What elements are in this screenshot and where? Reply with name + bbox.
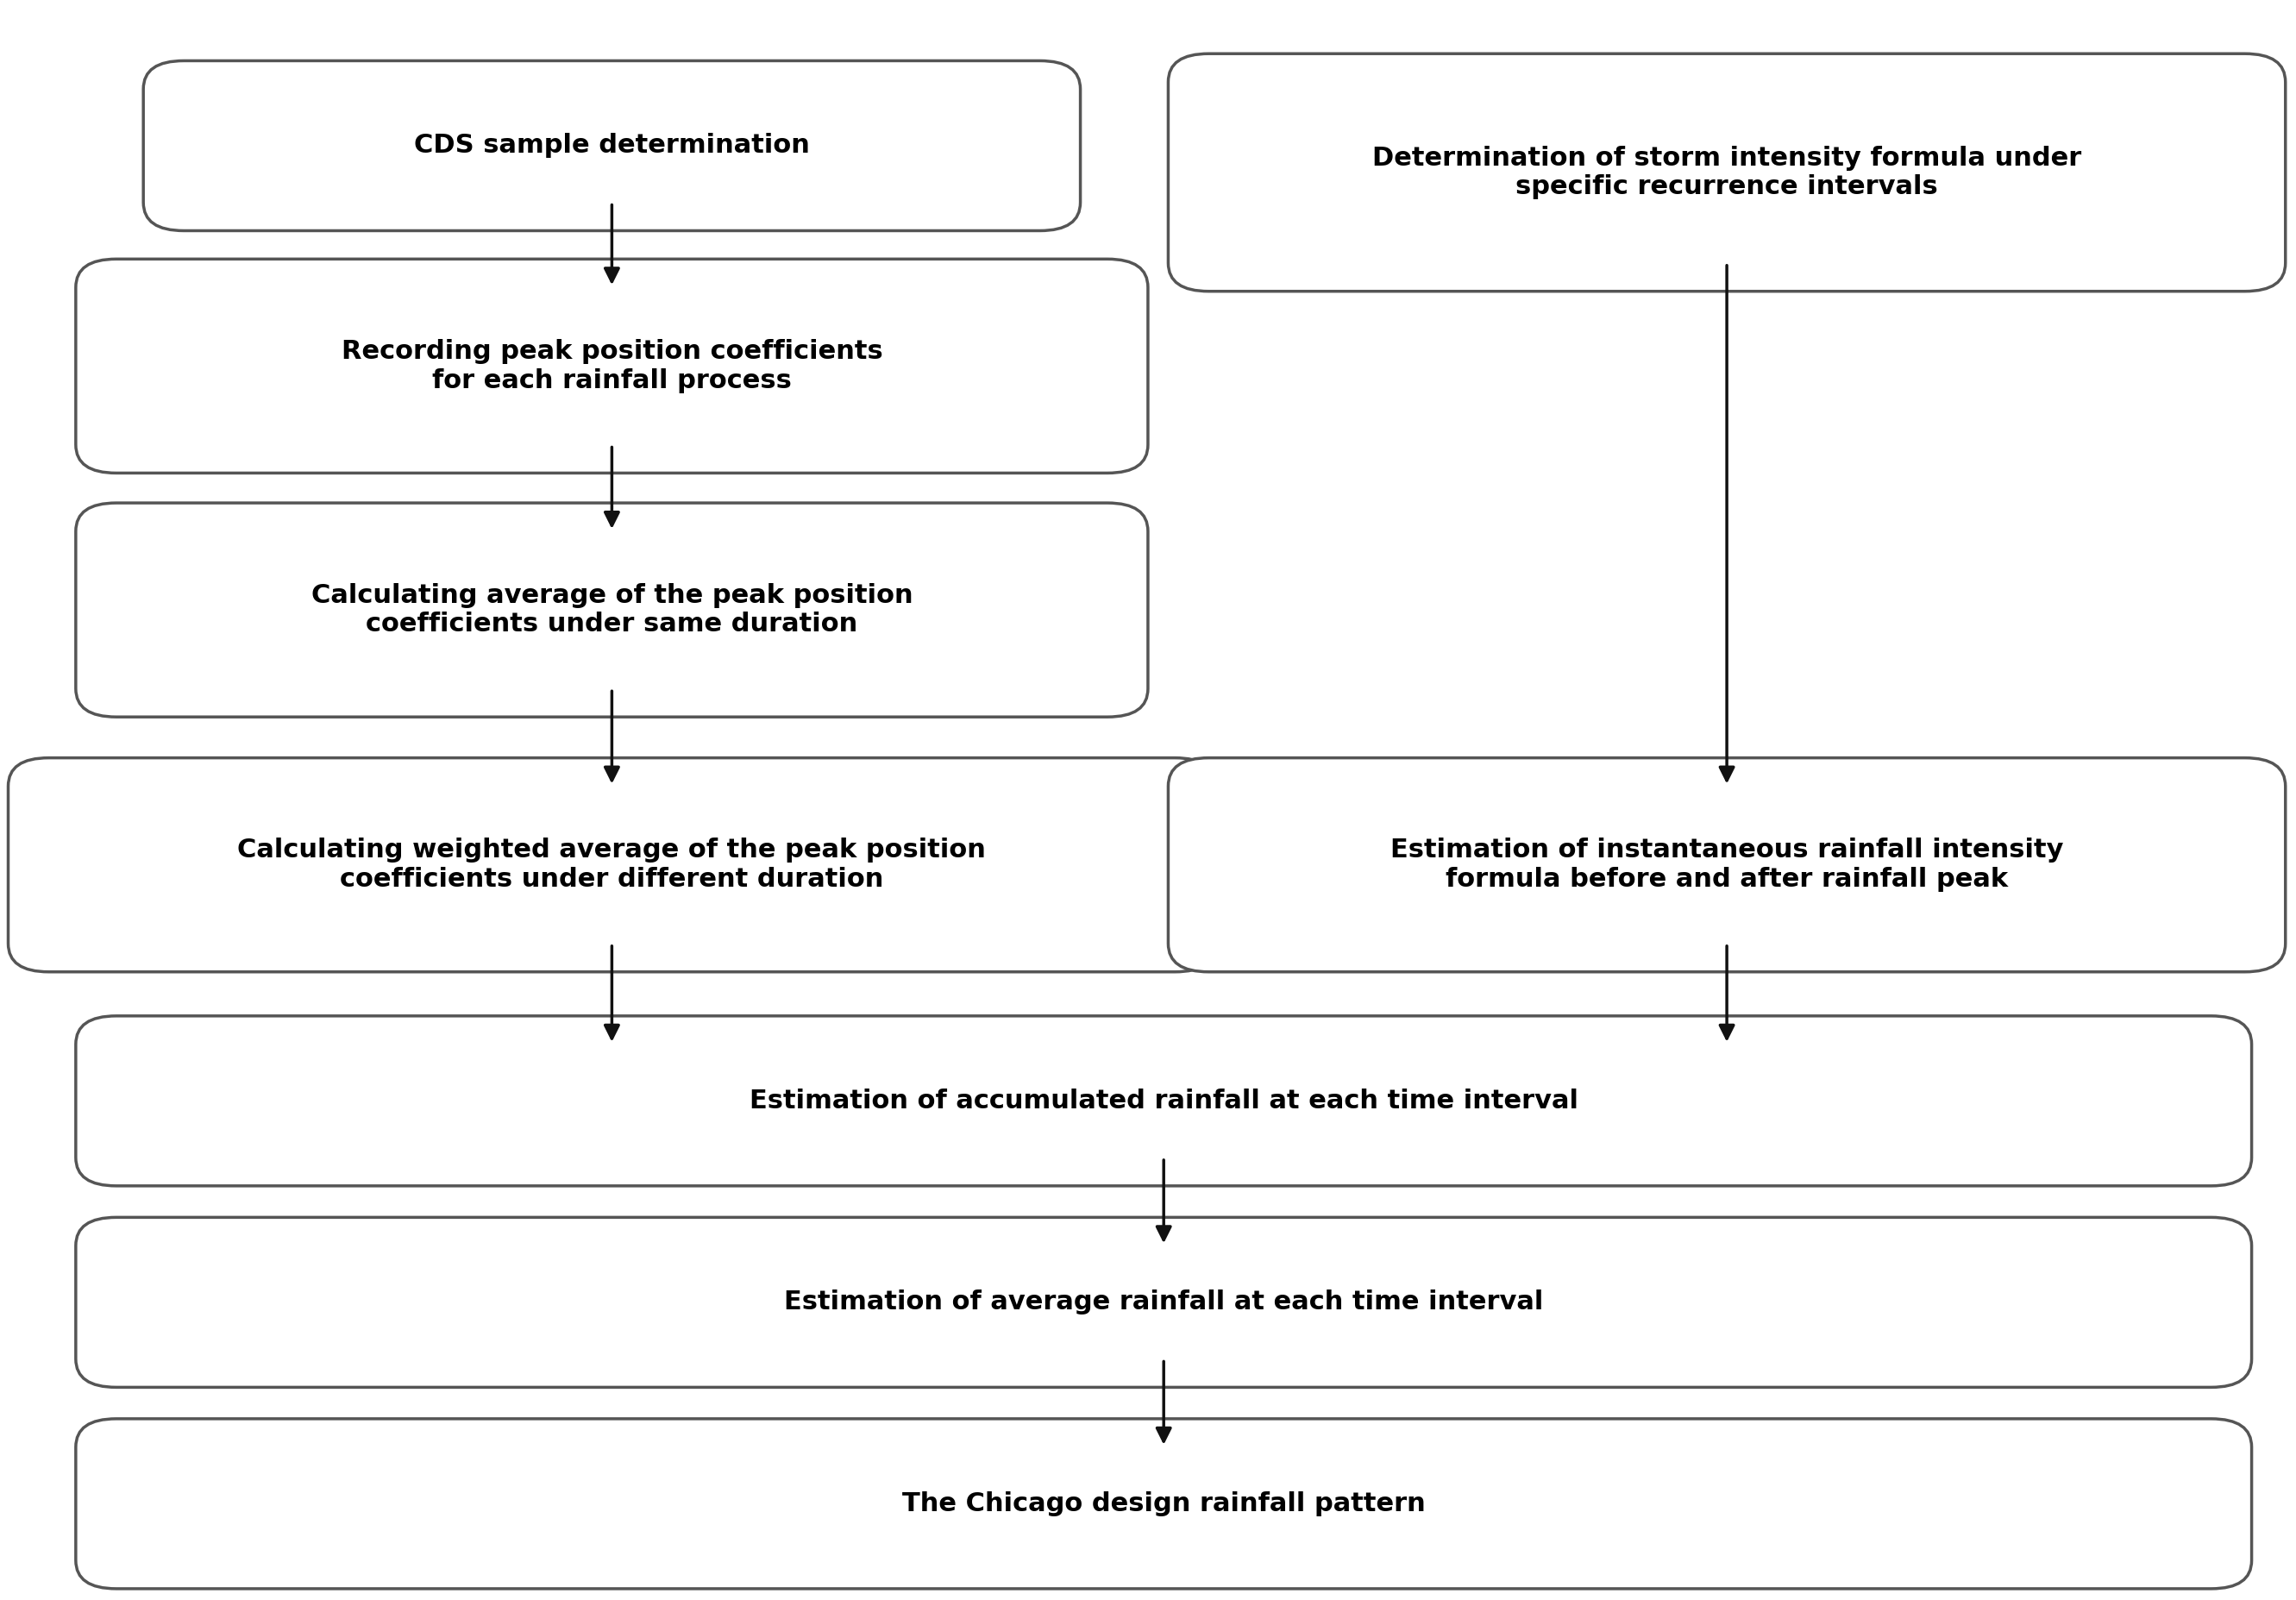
Text: Calculating weighted average of the peak position
coefficients under different d: Calculating weighted average of the peak…	[236, 838, 985, 891]
Text: Recording peak position coefficients
for each rainfall process: Recording peak position coefficients for…	[342, 339, 882, 394]
FancyBboxPatch shape	[76, 1218, 2252, 1387]
Text: Estimation of accumulated rainfall at each time interval: Estimation of accumulated rainfall at ea…	[748, 1088, 1577, 1114]
FancyBboxPatch shape	[1169, 758, 2285, 971]
Text: Determination of storm intensity formula under
specific recurrence intervals: Determination of storm intensity formula…	[1373, 146, 2082, 200]
Text: Estimation of instantaneous rainfall intensity
formula before and after rainfall: Estimation of instantaneous rainfall int…	[1391, 838, 2064, 891]
FancyBboxPatch shape	[1169, 54, 2285, 291]
Text: CDS sample determination: CDS sample determination	[413, 133, 810, 158]
Text: The Chicago design rainfall pattern: The Chicago design rainfall pattern	[902, 1491, 1426, 1517]
FancyBboxPatch shape	[76, 1016, 2252, 1186]
FancyBboxPatch shape	[76, 1419, 2252, 1589]
FancyBboxPatch shape	[9, 758, 1215, 971]
FancyBboxPatch shape	[142, 61, 1081, 230]
FancyBboxPatch shape	[76, 502, 1148, 717]
Text: Estimation of average rainfall at each time interval: Estimation of average rainfall at each t…	[783, 1290, 1543, 1315]
FancyBboxPatch shape	[76, 259, 1148, 474]
Text: Calculating average of the peak position
coefficients under same duration: Calculating average of the peak position…	[310, 582, 914, 637]
